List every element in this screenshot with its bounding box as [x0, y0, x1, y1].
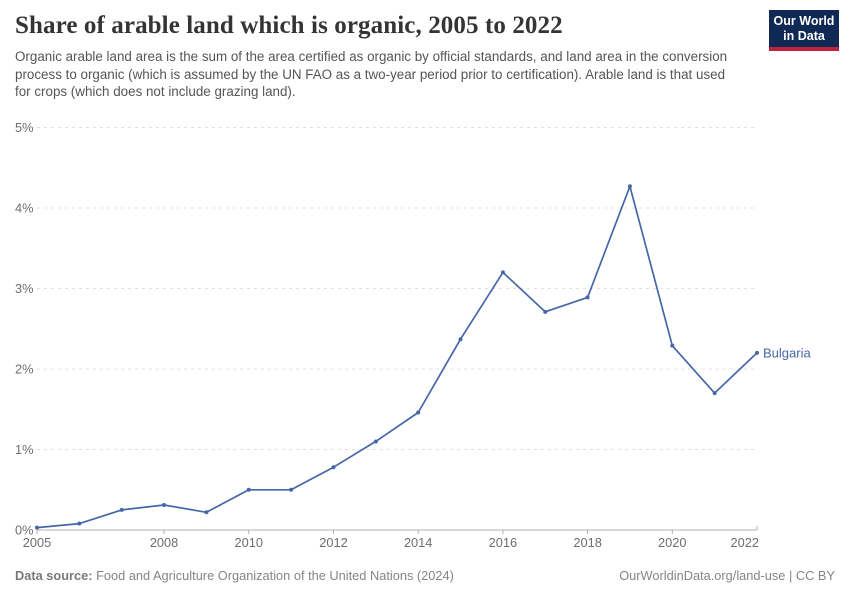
x-axis-tick-label: 2008: [150, 535, 178, 550]
series-line: [36, 185, 758, 529]
x-axis-tick-label: 2005: [23, 535, 51, 550]
owid-url-link[interactable]: OurWorldinData.org/land-use: [619, 568, 786, 583]
data-point: [204, 510, 209, 515]
data-point: [331, 465, 336, 470]
data-source-label: Data source:: [15, 568, 93, 583]
y-axis-tick-label: 2%: [15, 362, 34, 377]
data-point: [755, 350, 759, 355]
x-axis-tick-label: 2014: [404, 535, 432, 550]
data-point: [119, 507, 124, 512]
data-point: [585, 295, 590, 300]
x-axis-tick-label: 2012: [319, 535, 347, 550]
x-axis-tick-label: 2016: [489, 535, 517, 550]
data-point: [543, 309, 548, 314]
page-title: Share of arable land which is organic, 2…: [15, 12, 563, 39]
data-source-note: Data source: Food and Agriculture Organi…: [15, 568, 454, 583]
owid-logo: Our World in Data: [769, 10, 839, 51]
owid-logo-line1: Our World: [773, 14, 835, 28]
y-axis-tick-label: 1%: [15, 442, 34, 457]
data-point: [627, 184, 632, 189]
x-axis-tick-label: 2010: [235, 535, 263, 550]
data-source-text: Food and Agriculture Organization of the…: [96, 568, 454, 583]
credit-divider: |: [789, 568, 793, 583]
owid-logo-line2: in Data: [783, 29, 825, 43]
data-point: [35, 525, 39, 530]
credit-line: OurWorldinData.org/land-use | CC BY: [619, 568, 835, 583]
chart-subtitle: Organic arable land area is the sum of t…: [15, 49, 728, 100]
x-axis-tick-label: 2020: [658, 535, 686, 550]
x-axis-tick-label: 2022: [731, 535, 759, 550]
data-point: [289, 487, 294, 492]
data-point: [162, 503, 167, 508]
data-point: [712, 391, 717, 396]
data-point: [373, 439, 378, 444]
y-axis-tick-label: 3%: [15, 281, 34, 296]
license-label: CC BY: [795, 568, 835, 583]
chart-footer: Data source: Food and Agriculture Organi…: [15, 568, 835, 583]
data-point: [458, 337, 463, 342]
x-axis-tick-label: 2018: [573, 535, 601, 550]
data-point: [246, 487, 251, 492]
y-axis-tick-label: 5%: [15, 120, 34, 135]
y-axis-tick-label: 4%: [15, 201, 34, 216]
y-axis-tick-label: 0%: [15, 523, 34, 538]
series-end-label: Bulgaria: [763, 345, 811, 360]
data-point: [670, 343, 675, 348]
data-point: [500, 270, 505, 275]
data-point: [416, 410, 421, 415]
data-point: [77, 521, 82, 526]
